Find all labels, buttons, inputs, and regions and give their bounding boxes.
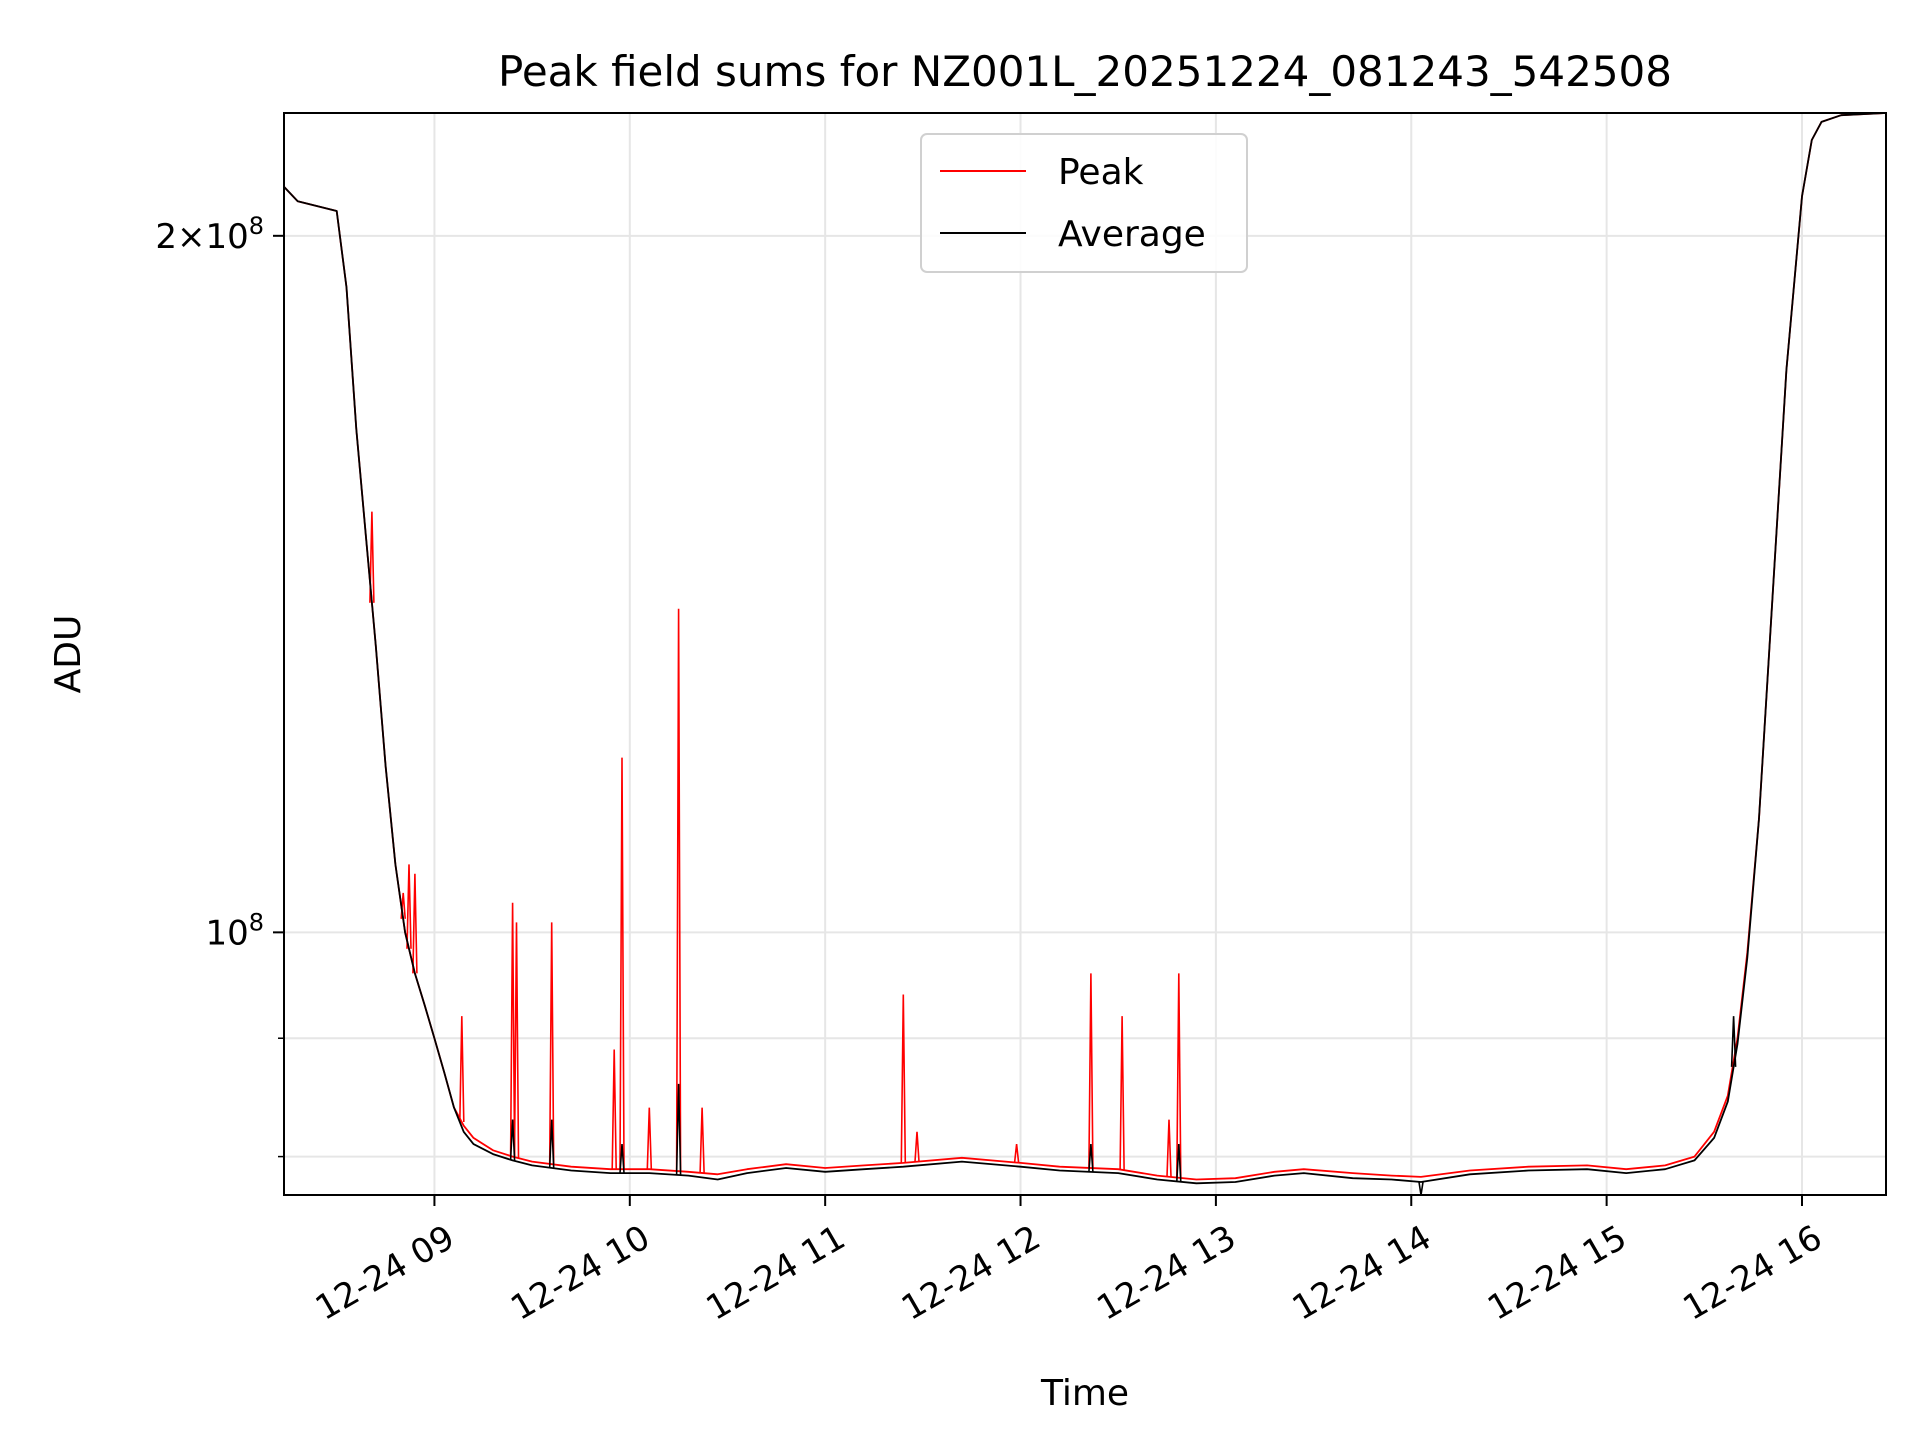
series-peak-spike — [459, 1016, 465, 1123]
series-peak-spike — [675, 608, 682, 1172]
series-peak-spike — [611, 1049, 617, 1170]
legend-box — [920, 133, 1248, 273]
series-average-spike — [1176, 1144, 1182, 1182]
series-peak-spike — [619, 757, 625, 1170]
series-peak-spike — [412, 873, 418, 974]
y-axis-label: ADU — [48, 615, 89, 694]
legend-average-label: Average — [1058, 214, 1206, 255]
series-peak-spike — [646, 1107, 653, 1170]
series-layer — [284, 113, 1886, 1195]
series-peak-spike — [369, 511, 375, 603]
series-average-spike — [675, 1083, 682, 1176]
series-peak-spike — [509, 902, 516, 1157]
series-average-spike — [619, 1144, 625, 1174]
series-peak-spike — [548, 922, 555, 1165]
series-peak-spike — [513, 922, 520, 1158]
y-tick-base: 10 — [205, 913, 248, 953]
series-peak-spike — [900, 994, 907, 1163]
series-average-spike — [1088, 1144, 1094, 1172]
series-peak-spike — [1119, 1016, 1125, 1170]
y-tick-base: 10 — [205, 217, 248, 257]
series-peak-spike — [1176, 973, 1182, 1178]
series-peak-spike — [1088, 973, 1094, 1169]
chart-title: Peak field sums for NZ001L_20251224_0812… — [498, 47, 1672, 96]
y-tick-mantissa: 2× — [155, 217, 205, 257]
y-tick-label: 108 — [205, 908, 264, 953]
y-tick-label: 2×108 — [155, 212, 264, 257]
series-average-spike — [509, 1119, 516, 1161]
series-peak-spike — [1166, 1119, 1172, 1177]
series-average-line — [284, 113, 1886, 1185]
series-peak-spike — [914, 1131, 920, 1162]
series-average-spike — [1418, 1181, 1424, 1195]
series-average-spike — [1730, 1016, 1737, 1067]
series-average — [284, 113, 1886, 1195]
series-peak-spike — [406, 864, 412, 949]
y-tick-exponent: 8 — [249, 908, 264, 936]
x-axis-label: Time — [1040, 1373, 1129, 1414]
legend-peak-label: Peak — [1058, 152, 1144, 193]
y-tick-exponent: 8 — [249, 212, 264, 240]
legend: Peak Average — [920, 133, 1248, 273]
series-average-spike — [548, 1119, 555, 1169]
series-peak-spike — [1013, 1144, 1020, 1163]
plot-frame — [283, 112, 1887, 1196]
series-peak-spike — [699, 1107, 705, 1174]
